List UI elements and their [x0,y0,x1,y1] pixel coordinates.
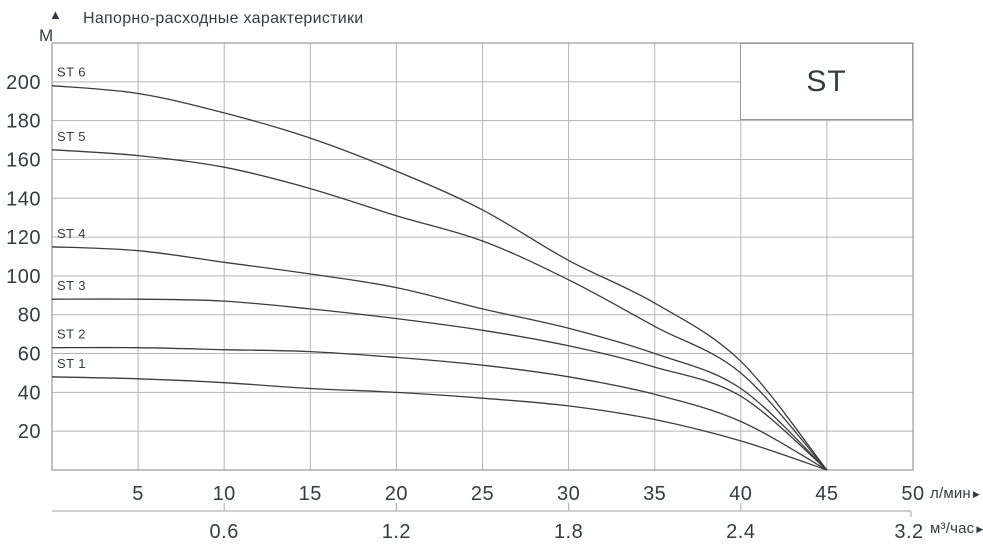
x-tick-label: 5 [132,483,144,505]
curve-st5 [51,149,828,471]
x-axis-primary-unit-label: л/мин [930,485,971,502]
x-tick-label: 25 [471,483,494,505]
x-tick-label: 10 [213,483,236,505]
secondary-tick-label: 3.2 [894,521,923,543]
chart-title: Напорно-расходные характеристики [83,10,364,27]
y-tick-label: 40 [18,382,41,404]
x-tick-label: 45 [815,483,838,505]
x-axis-primary-unit: л/мин ▶ [930,485,980,502]
series-family-badge: ST [740,43,913,120]
y-tick-label: 200 [6,72,41,94]
curve-label-st3: ST 3 [57,278,86,293]
curve-label-st5: ST 5 [57,129,86,144]
x-tick-label: 20 [385,483,408,505]
y-tick-label: 160 [6,149,41,171]
y-tick-label: 60 [18,344,41,366]
x-tick-label: 35 [643,483,666,505]
x-tick-label: 50 [901,483,924,505]
curve-st2 [51,346,828,471]
y-tick-label: 100 [6,266,41,288]
y-tick-label: 120 [6,227,41,249]
y-tick-label: 80 [18,305,41,327]
x-axis-arrow-icon: ▶ [976,524,983,534]
curve-label-st1: ST 1 [57,356,86,371]
curve-label-st6: ST 6 [57,65,86,80]
curve-st4 [51,246,828,471]
y-tick-label: 180 [6,111,41,133]
plot-border [51,42,914,471]
curve-label-st2: ST 2 [57,327,86,342]
x-tick-label: 30 [557,483,580,505]
y-tick-label: 140 [6,188,41,210]
x-axis-secondary-unit-label: м³/час [930,520,975,537]
y-tick-label: 20 [18,421,41,443]
x-axis-arrow-icon: ▶ [972,489,981,499]
secondary-tick-label: 1.8 [554,521,583,543]
secondary-tick-label: 0.6 [210,521,239,543]
y-axis-unit-label: М [39,26,54,45]
curve-st3 [51,298,828,471]
x-tick-label: 40 [729,483,752,505]
curve-label-st4: ST 4 [57,226,86,241]
curve-st1 [51,376,828,471]
x-axis-secondary-unit: м³/час ▶ [930,520,983,537]
y-axis-arrow-icon: ▲ [49,7,62,22]
curve-st6 [51,85,828,471]
series-family-badge-label: ST [806,64,847,98]
secondary-tick-label: 1.2 [382,521,411,543]
x-tick-label: 15 [299,483,322,505]
secondary-tick-label: 2.4 [726,521,755,543]
